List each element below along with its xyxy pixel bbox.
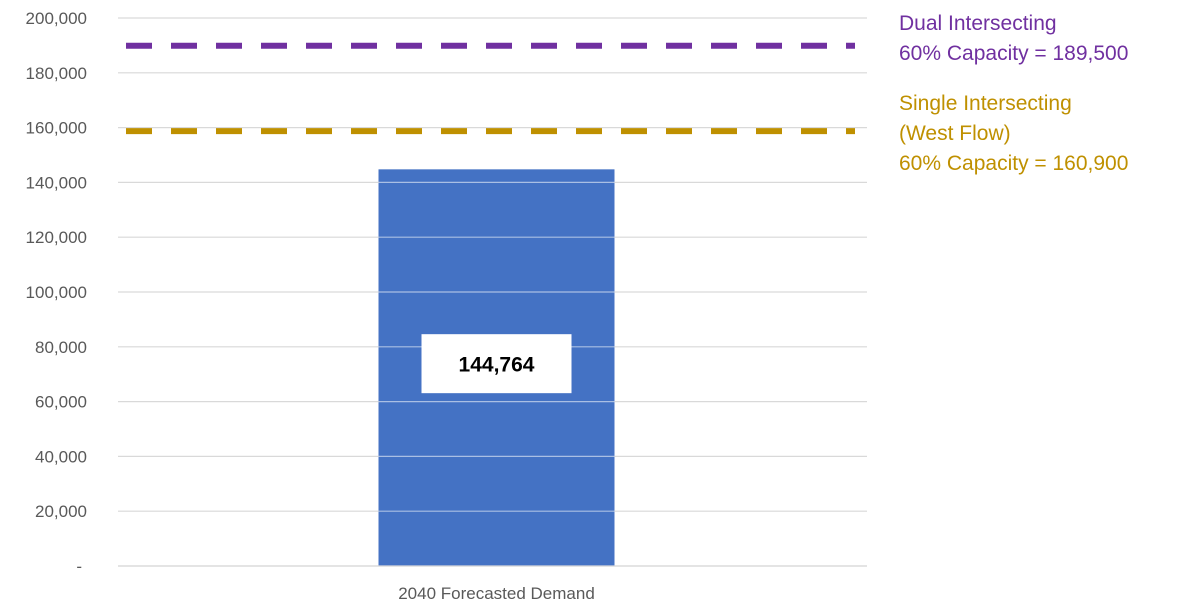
y-tick-label: 120,000	[26, 228, 87, 247]
reference-line-label: 60% Capacity = 189,500	[899, 42, 1128, 65]
x-axis: 2040 Forecasted Demand	[118, 565, 867, 603]
reference-lines	[126, 42, 855, 135]
reference-line-label: Single Intersecting	[899, 92, 1072, 115]
data-label: 144,764	[459, 354, 535, 377]
reference-line-label: 60% Capacity = 160,900	[899, 152, 1128, 175]
y-tick-label: 160,000	[26, 119, 87, 138]
reference-line-label: Dual Intersecting	[899, 12, 1057, 35]
y-tick-label: 80,000	[35, 338, 87, 357]
data-label-box	[421, 334, 572, 394]
y-tick-label: 40,000	[35, 447, 87, 466]
y-tick-label: 100,000	[26, 283, 87, 302]
x-category-label: 2040 Forecasted Demand	[398, 584, 595, 603]
y-tick-label: -	[76, 557, 82, 576]
data-labels: 144,764	[421, 334, 572, 394]
y-tick-label: 200,000	[26, 9, 87, 28]
y-tick-label: 20,000	[35, 502, 87, 521]
annotations: Dual Intersecting 60% Capacity = 189,500 S…	[899, 12, 1128, 175]
reference-line-label: (West Flow)	[899, 122, 1011, 145]
y-tick-label: 60,000	[35, 393, 87, 412]
y-tick-label: 140,000	[26, 173, 87, 192]
y-tick-label: 180,000	[26, 64, 87, 83]
y-axis: - 20,000 40,000 60,000 80,000 100,000 120,000 1…	[26, 9, 87, 576]
